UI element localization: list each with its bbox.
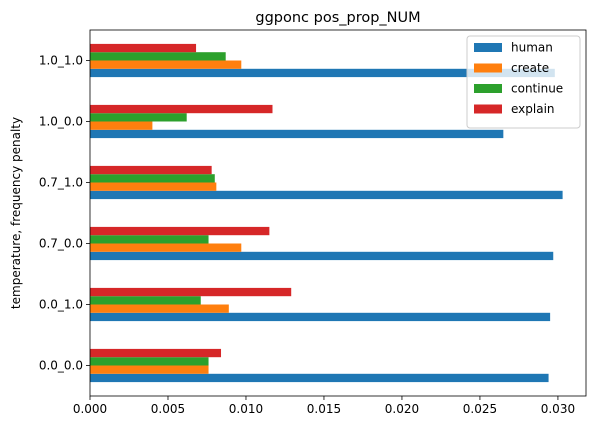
legend-label-human: human [511,41,553,55]
bar-create-0.7_1.0 [90,182,217,191]
bar-create-1.0_0.0 [90,121,153,130]
bar-continue-1.0_1.0 [90,52,226,61]
bar-human-1.0_0.0 [90,129,504,139]
bar-create-0.0_0.0 [90,365,209,374]
y-tick-label: 0.7_0.0 [39,237,83,251]
bar-create-1.0_1.0 [90,60,242,69]
x-tick-label: 0.020 [385,402,419,416]
x-tick-label: 0.015 [307,402,341,416]
x-axis: 0.000 0.005 0.010 0.015 0.020 0.025 0.030 [73,396,575,416]
bar-continue-0.0_0.0 [90,357,209,366]
x-tick-label: 0.000 [73,402,107,416]
bar-create-0.0_1.0 [90,304,229,313]
legend-label-create: create [511,61,549,75]
legend-label-explain: explain [511,102,555,116]
bar-continue-0.7_0.0 [90,235,209,244]
bar-human-0.0_0.0 [90,373,549,383]
x-tick-label: 0.010 [229,402,263,416]
y-tick-label: 1.0_0.0 [39,115,83,129]
y-axis: 0.0_0.0 0.0_1.0 0.7_0.0 0.7_1.0 1.0_0.0 1.0_1… [39,54,90,373]
y-axis-label: temperature, frequency penalty [9,117,23,309]
bar-human-1.0_1.0 [90,68,555,78]
bar-explain-0.7_0.0 [90,226,270,236]
legend-swatch-create [474,63,502,73]
bar-explain-1.0_0.0 [90,104,273,114]
legend-swatch-explain [474,104,502,114]
bars-group [90,43,563,383]
chart-title: ggponc pos_prop_NUM [255,10,420,26]
x-tick-label: 0.005 [151,402,185,416]
bar-explain-0.0_1.0 [90,287,292,297]
legend-label-continue: continue [511,82,563,96]
bar-human-0.7_0.0 [90,251,554,261]
bar-explain-0.7_1.0 [90,165,212,175]
y-tick-label: 0.0_1.0 [39,298,83,312]
bar-explain-1.0_1.0 [90,43,197,53]
legend-swatch-human [474,43,502,52]
y-tick-label: 0.7_1.0 [39,176,83,190]
bar-human-0.7_1.0 [90,190,563,200]
legend-swatch-continue [474,84,502,93]
plot-frame [89,29,587,397]
bar-explain-0.0_0.0 [90,348,222,358]
bar-continue-0.0_1.0 [90,296,201,305]
bar-continue-1.0_0.0 [90,113,187,122]
bar-human-0.0_1.0 [90,312,551,322]
y-tick-label: 1.0_1.0 [39,54,83,68]
x-tick-label: 0.025 [463,402,497,416]
x-tick-label: 0.030 [541,402,575,416]
bar-continue-0.7_1.0 [90,174,215,183]
legend: human create continue explain [466,35,581,129]
bar-create-0.7_0.0 [90,243,242,252]
y-tick-label: 0.0_0.0 [39,359,83,373]
